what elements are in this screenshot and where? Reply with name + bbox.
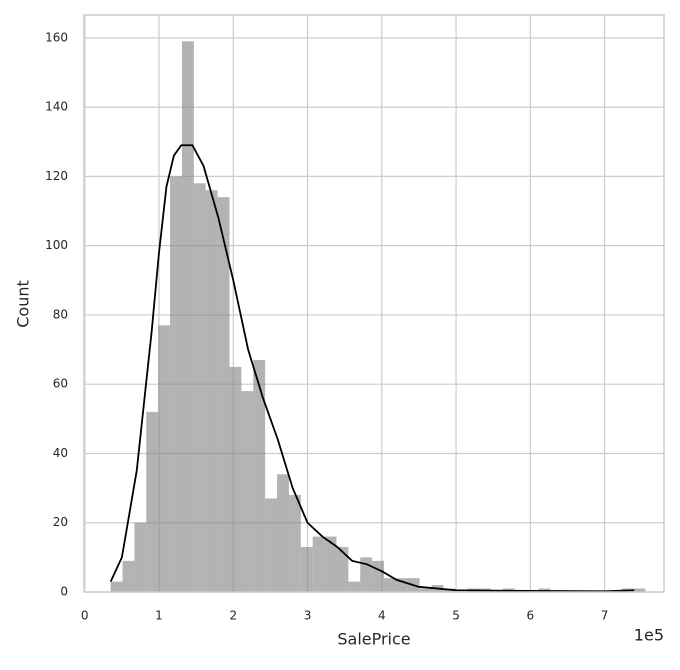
bar <box>383 578 396 592</box>
x-tick-label: 0 <box>81 609 89 623</box>
x-tick-label: 5 <box>452 609 460 623</box>
bar <box>633 588 646 592</box>
bar <box>241 391 254 592</box>
bar <box>288 495 301 592</box>
x-offset-label: 1e5 <box>634 626 664 645</box>
bar <box>419 588 432 592</box>
bar <box>205 190 218 592</box>
y-tick-label: 140 <box>45 100 68 114</box>
bar <box>277 474 289 592</box>
bar <box>122 560 135 592</box>
x-tick-label: 1 <box>155 609 163 623</box>
bar <box>348 581 361 592</box>
y-tick-label: 60 <box>53 377 68 391</box>
bar <box>134 522 147 592</box>
bar <box>395 578 408 592</box>
bar <box>336 546 349 592</box>
bar <box>181 41 194 593</box>
y-tick-label: 40 <box>53 446 68 460</box>
y-tick-label: 160 <box>45 30 68 44</box>
kde-line <box>109 144 635 593</box>
x-tick-label: 6 <box>527 609 535 623</box>
y-tick-label: 120 <box>45 169 68 183</box>
bar <box>324 536 337 592</box>
bar <box>360 557 373 592</box>
bar <box>229 366 242 592</box>
bar <box>300 546 313 592</box>
y-tick-label: 0 <box>60 585 68 599</box>
bar <box>217 197 230 592</box>
bar <box>193 183 206 592</box>
bar <box>312 536 325 592</box>
x-tick-label: 4 <box>378 609 386 623</box>
bar <box>372 560 384 592</box>
bar <box>170 176 182 593</box>
x-tick-label: 7 <box>601 609 609 623</box>
bar <box>146 411 159 592</box>
x-tick-label: 2 <box>229 609 237 623</box>
bar <box>158 325 171 592</box>
x-axis-label: SalePrice <box>337 630 410 649</box>
bar <box>110 581 123 592</box>
y-tick-label: 80 <box>53 307 68 321</box>
x-tick-label: 3 <box>304 609 312 623</box>
y-tick-label: 20 <box>53 515 68 529</box>
bar <box>253 359 266 592</box>
y-tick-label: 100 <box>45 238 68 252</box>
y-axis-label: Count <box>14 280 33 328</box>
bar <box>265 498 278 592</box>
plot-frame <box>83 14 665 593</box>
